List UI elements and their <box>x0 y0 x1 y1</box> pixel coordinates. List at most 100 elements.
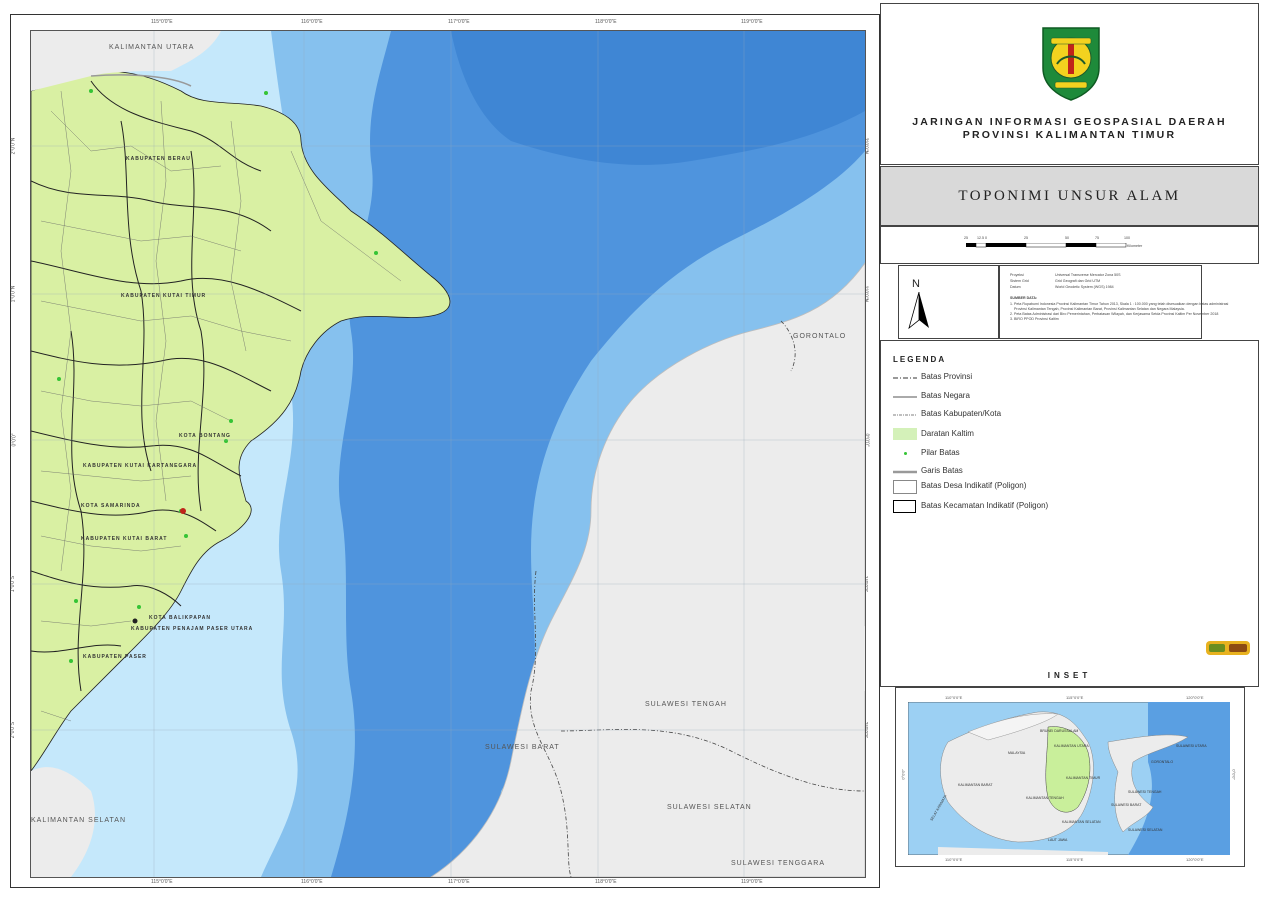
kaltim-land <box>31 70 451 772</box>
province-emblem-icon <box>1042 27 1100 101</box>
legend-symbol-grey-line <box>893 396 917 398</box>
legend-symbol-thick-grey <box>893 470 917 474</box>
page-title: JARINGAN INFORMASI GEOSPASIAL DAERAH PRO… <box>881 116 1258 142</box>
scale-tick: 12.5 <box>977 236 984 240</box>
info-sumber-2: 2. Peta Batas Administrasi dari Biro Pem… <box>1010 312 1219 316</box>
legend-item-garis-batas: Garis Batas <box>893 465 1193 479</box>
legend-label: Garis Batas <box>921 466 963 475</box>
legend-label: Batas Kabupaten/Kota <box>921 409 1002 418</box>
inset-label-malaysia: MALAYSIA <box>1008 751 1026 755</box>
scale-tick: 75 <box>1095 236 1099 240</box>
map-svg <box>31 31 865 877</box>
info-sumber-3: 3. BIRO PPOD Provinsi Kaltim <box>1010 317 1059 321</box>
inset-label-kalteng: KALIMANTAN TENGAH <box>1026 796 1064 800</box>
info-sumber-1b: Provinsi Kalimantan Tengah, Provinsi Kal… <box>1014 307 1185 311</box>
map-left-tick: 2°0'0"N <box>10 137 17 155</box>
inset-top-tick: 120°0'0"E <box>1186 695 1204 700</box>
legend-label: Batas Kecamatan Indikatif (Poligon) <box>921 501 1049 510</box>
inset-label-kalsel: KALIMANTAN SELATAN <box>1062 820 1101 824</box>
district-boundaries <box>31 80 302 692</box>
legend-symbol-pillar <box>904 452 907 455</box>
kaltara-land <box>31 31 221 91</box>
label-kalimantan-utara: KALIMANTAN UTARA <box>109 44 195 51</box>
info-datum-key: Datum <box>1010 285 1021 289</box>
sulawesi-land <box>430 262 865 877</box>
graticule <box>31 31 865 877</box>
sulawesi-province-boundary <box>780 320 796 372</box>
legend-symbol-dashed <box>893 414 917 416</box>
inset-label-brunei: BRUNEI DARUSSALAM <box>1040 729 1079 733</box>
legend-label: Pilar Batas <box>921 448 960 457</box>
north-arrow-panel: N <box>898 265 999 339</box>
map-subtitle: TOPONIMI UNSUR ALAM <box>958 188 1181 204</box>
map-canvas[interactable]: KALIMANTAN UTARA KALIMANTAN SELATAN GORO… <box>30 30 866 878</box>
legend-item-batas-desa: Batas Desa Indikatif (Poligon) <box>893 480 1193 494</box>
sulawesi-province-boundary <box>529 570 572 877</box>
label-kota-balikpapan: KOTA BALIKPAPAN <box>149 615 212 621</box>
map-top-tick: 116°0'0"E <box>301 19 323 25</box>
scale-bar <box>966 243 1127 248</box>
label-kota-samarinda: KOTA SAMARINDA <box>81 503 141 509</box>
balikpapan-marker[interactable] <box>132 618 138 624</box>
legend-item-pilar-batas: Pilar Batas <box>893 447 1193 461</box>
map-bottom-tick: 115°0'0"E <box>151 879 173 885</box>
inset-top-tick: 115°0'0"E <box>1066 695 1084 700</box>
info-proyeksi-key: Proyeksi <box>1010 273 1024 277</box>
label-sulawesi-selatan: SULAWESI SELATAN <box>667 804 752 811</box>
inset-label-kalbar: KALIMANTAN BARAT <box>958 783 993 787</box>
legend-item-batas-provinsi: Batas Provinsi <box>893 371 1193 385</box>
inset-title: INSET <box>1047 671 1092 680</box>
sulawesi-province-boundary <box>560 729 865 792</box>
kalsel-land <box>31 767 95 877</box>
title-panel: JARINGAN INFORMASI GEOSPASIAL DAERAH PRO… <box>880 3 1259 165</box>
scale-panel: 25 12.5 0 25 50 75 100 Kilometer <box>880 226 1259 264</box>
label-sulawesi-barat: SULAWESI BARAT <box>485 744 560 751</box>
label-kalimantan-selatan: KALIMANTAN SELATAN <box>31 817 127 824</box>
info-sumber-1: 1. Peta Rupabumi Indonesia Provinsi Kali… <box>1010 302 1229 306</box>
map-info-panel: Proyeksi Universal Transverse Mercator Z… <box>999 265 1228 339</box>
map-bottom-tick: 116°0'0"E <box>301 879 323 885</box>
label-kab-berau: KABUPATEN BERAU <box>126 156 191 162</box>
label-kab-kutai-kartanegara: KABUPATEN KUTAI KARTANEGARA <box>83 463 198 469</box>
info-grid-key: Sistem Grid <box>1010 279 1029 283</box>
map-top-tick: 118°0'0"E <box>595 19 617 25</box>
inset-label-sulbar: SULAWESI BARAT <box>1111 803 1142 807</box>
legend-symbol-district-poly <box>893 500 916 513</box>
scale-tick: 0 <box>985 236 987 240</box>
info-sumber-title: SUMBER DATA: <box>1010 296 1038 300</box>
inset-label-sulut: SULAWESI UTARA <box>1176 744 1207 748</box>
inset-bottom-tick: 115°0'0"E <box>1066 857 1084 862</box>
label-kab-kutai-timur: KABUPATEN KUTAI TIMUR <box>121 293 207 299</box>
inset-label-sulteng: SULAWESI TENGAH <box>1128 790 1162 794</box>
legend-title: LEGENDA <box>893 355 947 364</box>
map-left-tick: 0°0'0" <box>11 433 18 447</box>
label-kab-kutai-barat: KABUPATEN KUTAI BARAT <box>81 536 168 542</box>
info-proyeksi-value: Universal Transverse Mercator Zona 50S <box>1055 273 1121 277</box>
label-kota-bontang: KOTA BONTANG <box>179 433 231 439</box>
inset-label-laut-jawa: LAUT JAWA <box>1048 838 1068 842</box>
north-arrow-icon <box>908 292 929 330</box>
info-grid-value: Grid Geografi dan Grid UTM <box>1055 279 1101 283</box>
inset-bottom-tick: 120°0'0"E <box>1186 857 1204 862</box>
sulawesi-east-arm <box>671 591 865 706</box>
inset-left-tick: 0°0'0" <box>900 769 906 780</box>
scale-unit: Kilometer <box>1127 244 1143 248</box>
inset-label-kaltim: KALIMANTAN TIMUR <box>1066 776 1101 780</box>
agency-logo-icon <box>1206 641 1250 655</box>
legend-symbol-land <box>893 428 917 440</box>
label-kab-penajam: KABUPATEN PENAJAM PASER UTARA <box>131 626 254 632</box>
samarinda-marker[interactable] <box>180 508 186 514</box>
map-bottom-tick: 119°0'0"E <box>741 879 763 885</box>
inset-label-kaltara: KALIMANTAN UTARA <box>1054 744 1089 748</box>
inset-panel: 110°0'0"E 115°0'0"E 120°0'0"E 110°0'0"E … <box>895 687 1245 867</box>
inset-label-sulsel: SULAWESI SELATAN <box>1128 828 1163 832</box>
legend-item-batas-kecamatan: Batas Kecamatan Indikatif (Poligon) <box>893 500 1193 514</box>
map-top-tick: 115°0'0"E <box>151 19 173 25</box>
inset-map-svg[interactable] <box>908 702 1230 855</box>
map-left-tick: 1°0'0"N <box>10 285 17 303</box>
map-bottom-tick: 117°0'0"E <box>448 879 470 885</box>
subtitle-panel: TOPONIMI UNSUR ALAM <box>880 166 1259 226</box>
map-top-tick: 117°0'0"E <box>448 19 470 25</box>
legend-panel: LEGENDA Batas Provinsi Batas Negara Bata… <box>880 340 1259 687</box>
title-line-2: PROVINSI KALIMANTAN TIMUR <box>962 129 1177 141</box>
